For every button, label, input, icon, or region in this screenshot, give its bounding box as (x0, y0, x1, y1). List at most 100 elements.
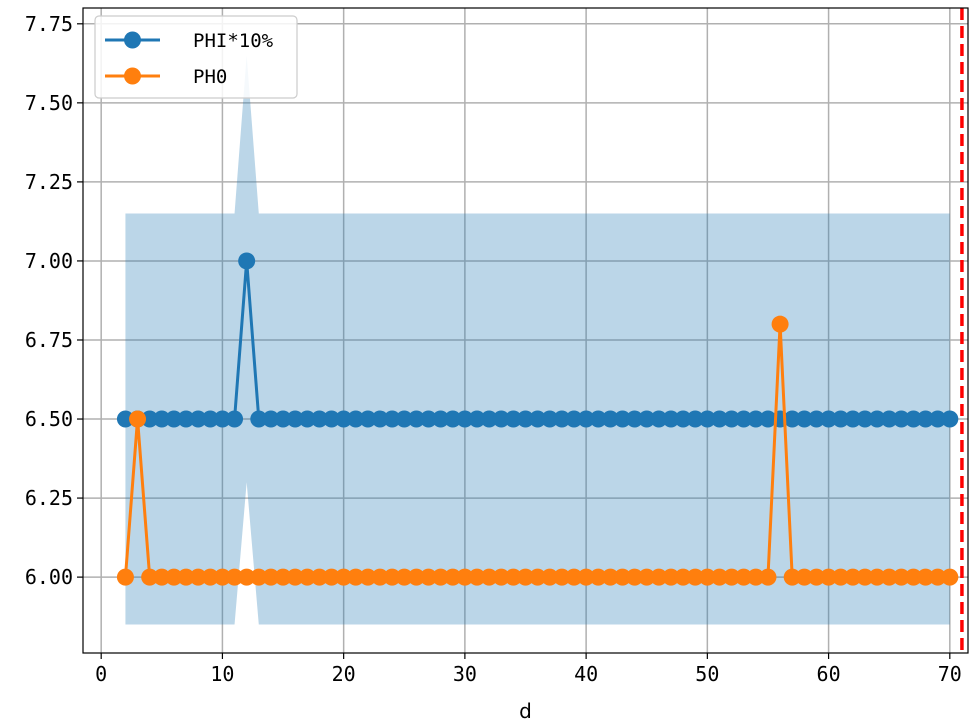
legend-item: PH0 (105, 66, 227, 88)
y-axis-ticks: 6.00 6.25 6.50 6.75 7.00 7.25 7.50 7.75 (25, 12, 83, 589)
data-point (141, 568, 159, 586)
y-tick-label: 6.75 (25, 328, 73, 352)
data-point (710, 410, 728, 428)
data-point (323, 568, 341, 586)
data-point (613, 568, 631, 586)
data-point (795, 410, 813, 428)
data-point (844, 568, 862, 586)
data-point (541, 410, 559, 428)
data-point (383, 410, 401, 428)
data-point (286, 568, 304, 586)
x-tick-label: 40 (574, 662, 598, 686)
data-point (613, 410, 631, 428)
data-point (832, 410, 850, 428)
data-point (335, 410, 353, 428)
data-point (347, 568, 365, 586)
data-point (480, 568, 498, 586)
data-point (504, 410, 522, 428)
data-point (626, 568, 644, 586)
data-point (904, 568, 922, 586)
data-point (201, 410, 219, 428)
data-point (892, 568, 910, 586)
data-point (601, 410, 619, 428)
data-point (650, 568, 668, 586)
data-point (880, 410, 898, 428)
data-point (238, 568, 256, 586)
data-point (807, 410, 825, 428)
data-point (444, 410, 462, 428)
data-point (565, 410, 583, 428)
data-point (529, 568, 547, 586)
x-axis-label: d (519, 699, 532, 723)
data-point (686, 410, 704, 428)
data-point (820, 410, 838, 428)
data-point (747, 568, 765, 586)
data-point (856, 410, 874, 428)
data-point (310, 410, 328, 428)
data-point (856, 568, 874, 586)
x-axis-ticks: 0 10 20 30 40 50 60 70 (95, 653, 962, 686)
data-point (347, 410, 365, 428)
data-point (286, 410, 304, 428)
data-point (432, 410, 450, 428)
data-point (177, 410, 195, 428)
data-point (517, 410, 534, 428)
data-point (359, 410, 377, 428)
data-point (274, 410, 292, 428)
data-point (165, 410, 183, 428)
data-point (686, 568, 704, 586)
data-point (116, 410, 134, 428)
data-point (638, 410, 656, 428)
y-tick-label: 6.00 (25, 565, 73, 589)
data-point (710, 568, 728, 586)
data-point (553, 410, 571, 428)
data-point (589, 568, 607, 586)
data-point (577, 568, 595, 586)
data-point (238, 252, 256, 270)
data-point (226, 568, 244, 586)
data-point (371, 568, 389, 586)
data-point (298, 568, 316, 586)
legend-marker (124, 31, 141, 49)
data-point (662, 568, 680, 586)
data-point (929, 410, 947, 428)
y-tick-label: 7.75 (25, 12, 73, 36)
data-point (820, 568, 838, 586)
x-tick-label: 0 (95, 662, 107, 686)
data-point (504, 568, 522, 586)
data-point (250, 410, 268, 428)
x-tick-label: 50 (695, 662, 719, 686)
data-point (383, 568, 401, 586)
data-point (529, 410, 547, 428)
data-point (638, 568, 656, 586)
data-point (359, 568, 377, 586)
data-point (444, 568, 462, 586)
data-point (420, 410, 438, 428)
legend-label: PHI*10% (193, 30, 274, 52)
data-point (189, 568, 207, 586)
legend-marker (124, 67, 141, 85)
data-point (407, 410, 425, 428)
x-tick-label: 70 (938, 662, 962, 686)
data-point (723, 410, 741, 428)
data-point (662, 410, 680, 428)
data-point (456, 568, 474, 586)
data-point (129, 410, 147, 428)
data-point (735, 568, 753, 586)
y-tick-label: 6.25 (25, 486, 73, 510)
data-point (468, 410, 486, 428)
data-point (589, 410, 607, 428)
x-tick-label: 10 (210, 662, 234, 686)
legend-item: PHI*10% (105, 30, 274, 52)
data-point (868, 410, 886, 428)
data-point (420, 568, 438, 586)
data-point (165, 568, 183, 586)
data-point (541, 568, 559, 586)
data-point (213, 410, 231, 428)
data-point (674, 568, 692, 586)
data-point (492, 410, 510, 428)
data-point (747, 410, 765, 428)
data-point (565, 568, 583, 586)
